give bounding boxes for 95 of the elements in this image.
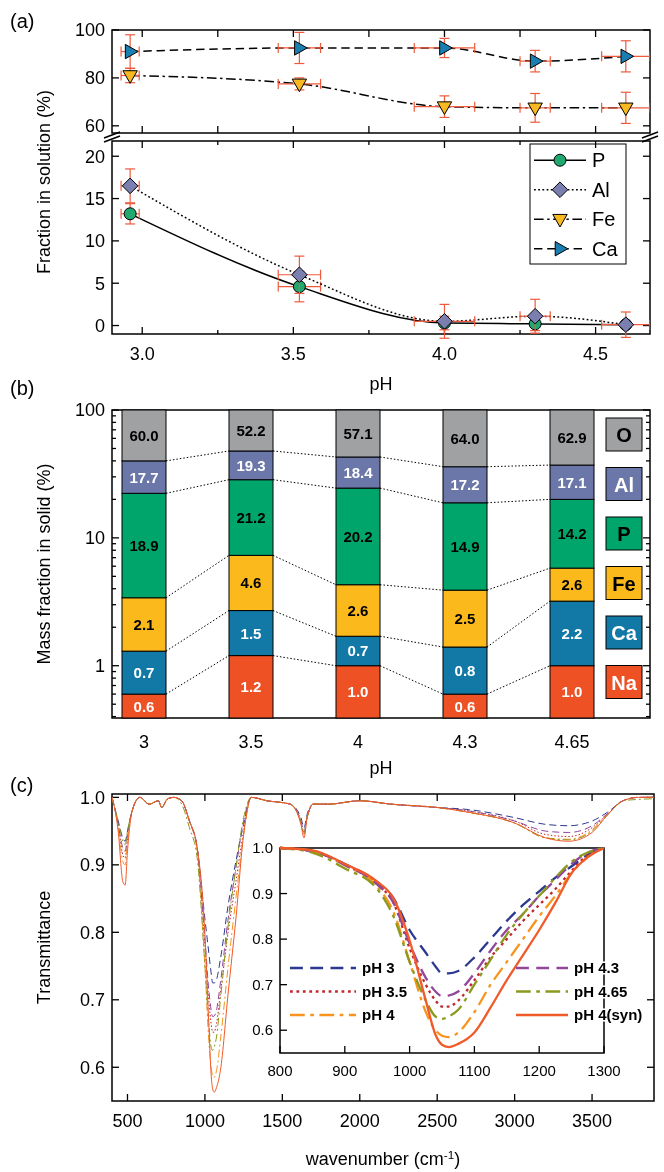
data-label: 52.2 <box>236 421 266 439</box>
data-label: 0.6 <box>133 697 155 715</box>
data-label: 1.0 <box>561 683 583 701</box>
y-tick-label: 100 <box>74 20 105 41</box>
x-tick-label: 1100 <box>458 1062 491 1079</box>
data-label: 18.9 <box>129 537 159 555</box>
x-axis-title: pH <box>369 758 393 778</box>
x-tick-label: 1200 <box>522 1062 556 1079</box>
y-tick-label: 0.9 <box>252 884 273 902</box>
data-label: 64.0 <box>450 429 480 447</box>
legend-label: pH 3 <box>362 959 395 977</box>
data-label: 18.4 <box>343 464 374 482</box>
legend-label: Fe <box>592 208 616 231</box>
x-tick-label: 2500 <box>417 1111 458 1131</box>
y-tick-label: 0.9 <box>79 855 105 876</box>
data-label: 57.1 <box>343 425 373 442</box>
y-tick-label: 15 <box>84 188 105 209</box>
data-label: 19.3 <box>236 456 266 474</box>
data-label: 0.8 <box>454 662 476 680</box>
x-tick-label: 1000 <box>184 1111 225 1131</box>
x-tick-label: 4.3 <box>452 732 478 752</box>
x-tick-label: 500 <box>112 1111 143 1131</box>
x-axis-title: wavenumber (cm$^{-1}$) <box>304 1147 461 1169</box>
y-axis-title: Mass fraction in solid (%) <box>34 463 54 665</box>
y-tick-label: 0.8 <box>79 922 105 943</box>
y-tick-label: 1 <box>94 656 105 677</box>
data-label: 0.7 <box>347 642 369 660</box>
x-tick-label: 4.65 <box>554 732 590 752</box>
y-tick-label: 10 <box>84 231 105 252</box>
y-tick-label: 80 <box>84 68 105 89</box>
data-label: 1.5 <box>240 624 262 642</box>
data-label: 2.6 <box>561 576 583 594</box>
legend-label: P <box>592 149 606 172</box>
data-label: 62.9 <box>557 429 587 447</box>
legend-label: Ca <box>611 622 638 644</box>
legend-label: O <box>616 424 632 446</box>
data-label: 21.2 <box>236 509 266 527</box>
data-label: 1.0 <box>347 683 369 701</box>
y-tick-label: 0.6 <box>79 1057 105 1078</box>
x-tick-label: 4.5 <box>583 344 609 364</box>
legend-label: P <box>617 523 631 545</box>
y-tick-label: 0.8 <box>252 930 273 948</box>
legend-label: Fe <box>612 572 636 595</box>
data-label: 2.2 <box>561 624 583 642</box>
y-tick-label: 10 <box>84 528 105 549</box>
legend-label: pH 4 <box>362 1006 396 1024</box>
y-tick-label: 100 <box>74 400 105 421</box>
data-label: 14.2 <box>557 525 587 543</box>
legend-label: Na <box>611 671 638 694</box>
y-tick-label: 0 <box>94 315 105 336</box>
legend-label: pH 3.5 <box>362 982 408 1000</box>
data-label: 17.2 <box>450 476 480 494</box>
chart-title: (c) <box>10 774 34 796</box>
x-axis-title: pH <box>369 374 393 394</box>
data-label: 60.0 <box>129 426 159 444</box>
y-axis-title: Fraction in solution (%) <box>34 89 54 275</box>
x-tick-label: 3.5 <box>238 732 264 752</box>
x-tick-label: 2000 <box>339 1111 380 1131</box>
x-tick-label: 3000 <box>494 1111 535 1131</box>
x-tick-label: 3 <box>138 732 150 752</box>
data-label: 2.5 <box>454 610 476 628</box>
x-tick-label: 1000 <box>392 1062 427 1079</box>
chart-title: (a) <box>10 10 35 32</box>
y-axis-title: Transmittance <box>34 890 54 1005</box>
y-tick-label: 60 <box>84 116 105 137</box>
data-label: 1.2 <box>240 678 262 696</box>
x-tick-label: 3.0 <box>129 344 155 364</box>
data-label: 4.6 <box>240 574 262 592</box>
y-tick-label: 1.0 <box>79 787 105 808</box>
chart-title: (b) <box>10 377 35 399</box>
x-tick-label: 4 <box>352 732 364 752</box>
x-tick-label: 800 <box>267 1062 293 1079</box>
data-label: 14.9 <box>450 537 480 555</box>
y-tick-label: 0.7 <box>252 975 273 993</box>
y-tick-label: 0.7 <box>79 990 105 1011</box>
x-tick-label: 4.0 <box>431 344 457 364</box>
legend-label: Ca <box>592 237 619 260</box>
x-tick-label: 900 <box>332 1062 358 1079</box>
x-tick-label: 1300 <box>587 1062 621 1079</box>
x-tick-label: 3.5 <box>280 344 306 364</box>
data-label: 17.7 <box>129 468 159 486</box>
y-tick-label: 0.6 <box>252 1021 273 1039</box>
x-tick-label: 1500 <box>262 1111 303 1131</box>
data-label: 17.1 <box>557 473 587 491</box>
y-tick-label: 1.0 <box>252 839 273 857</box>
data-label: 20.2 <box>343 527 373 545</box>
data-label: 2.6 <box>347 601 369 619</box>
legend-label: Al <box>614 473 634 496</box>
data-label: 2.1 <box>133 615 155 633</box>
x-tick-label: 3500 <box>572 1111 613 1131</box>
data-label: 0.7 <box>133 664 155 682</box>
data-label: 0.6 <box>454 697 476 715</box>
y-tick-label: 20 <box>84 146 105 167</box>
legend-label: Al <box>592 178 610 201</box>
y-tick-label: 5 <box>94 273 105 294</box>
